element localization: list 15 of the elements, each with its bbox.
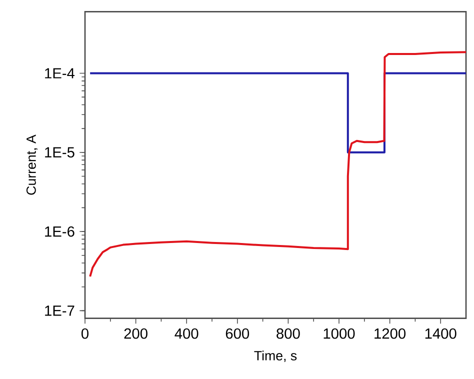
y-tick-label: 1E-7 [45,306,74,316]
x-tick-label: 800 [276,328,300,339]
x-tick-label: 1000 [324,328,355,339]
x-axis-title: Time, s [254,350,297,362]
x-tick-label: 1200 [374,328,406,339]
y-tick-label: 1E-5 [45,147,74,158]
x-tick-label: 600 [226,328,250,339]
x-tick-label: 1400 [425,328,456,339]
y-tick-label: 1E-4 [45,68,75,78]
x-tick-label: 0 [81,328,88,339]
y-tick-label: 1E-6 [45,226,74,237]
x-tick-label: 400 [174,328,198,339]
line-series [89,51,466,278]
y-axis-title: Current, A [26,134,38,195]
x-tick-label: 200 [124,328,148,339]
